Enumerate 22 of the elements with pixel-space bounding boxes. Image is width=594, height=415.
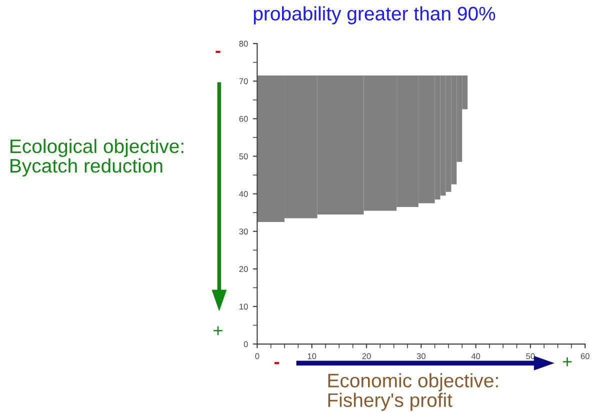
- x-tick-label: 20: [362, 353, 371, 360]
- text: Economic objective: Fishery's profit: [328, 373, 498, 411]
- y-tick-label: 70: [239, 78, 248, 84]
- x-tick-label: 10: [308, 353, 316, 360]
- y-tick-label: 0: [244, 341, 248, 348]
- text: +: [562, 357, 572, 366]
- y-tick-label: 80: [239, 40, 248, 47]
- x-tick-label: 40: [471, 353, 480, 360]
- text: Ecological objective: Bycatch reduction: [10, 138, 184, 177]
- y-tick-label: 50: [239, 153, 248, 160]
- text: -: [216, 50, 220, 53]
- y-tick-label: 40: [239, 191, 248, 197]
- chart-title: probability greater than 90%: [254, 6, 496, 24]
- x-tick-label: 30: [416, 353, 426, 360]
- x-tick-label: 0: [255, 353, 260, 360]
- y-tick-label: 30: [239, 228, 248, 234]
- x-tick-label: 60: [580, 353, 590, 360]
- y-tick-label: 10: [240, 304, 248, 310]
- y-tick-label: 60: [239, 116, 248, 122]
- y-tick-label: 20: [239, 266, 248, 272]
- text: -: [274, 362, 280, 364]
- text: +: [214, 326, 222, 336]
